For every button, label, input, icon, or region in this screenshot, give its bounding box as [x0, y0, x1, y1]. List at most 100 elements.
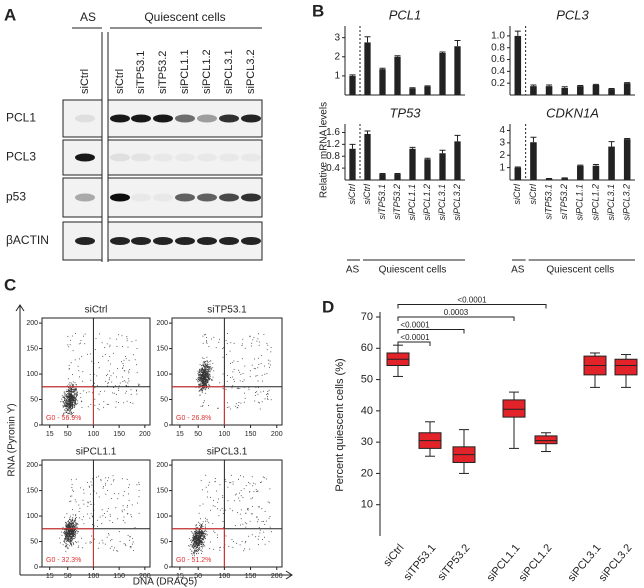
dot: [106, 375, 107, 376]
dot: [113, 481, 114, 482]
bar: [424, 159, 430, 180]
dot: [136, 394, 137, 395]
dot: [87, 502, 88, 503]
dot: [201, 534, 202, 535]
dot: [126, 385, 127, 386]
gate-label: G0 - 51.2%: [176, 557, 211, 564]
dot: [204, 533, 205, 534]
dot: [227, 402, 228, 403]
x-tick-label: 150: [245, 431, 257, 438]
dot: [70, 533, 71, 534]
dot: [109, 346, 110, 347]
dot: [68, 403, 69, 404]
bar: [364, 42, 370, 95]
error-bar: [593, 165, 599, 166]
dot: [70, 516, 71, 517]
dot: [65, 401, 66, 402]
dot: [242, 339, 243, 340]
dot: [73, 526, 74, 527]
dot: [108, 382, 109, 383]
dot: [266, 394, 267, 395]
dot: [74, 404, 75, 405]
dot: [104, 513, 105, 514]
dot: [258, 358, 259, 359]
dot: [202, 375, 203, 376]
x-tick-label: siPCL3.2: [622, 184, 632, 221]
dot: [204, 370, 205, 371]
dot: [60, 542, 61, 543]
dot: [267, 391, 268, 392]
dot: [136, 340, 137, 341]
dot: [76, 389, 77, 390]
dot: [250, 521, 251, 522]
dot: [203, 361, 204, 362]
dot: [90, 501, 91, 502]
dot: [205, 524, 206, 525]
dot: [83, 489, 84, 490]
dot: [65, 525, 66, 526]
dot: [66, 530, 67, 531]
y-tick-label: 20: [361, 467, 373, 479]
dot: [242, 497, 243, 498]
dot: [74, 393, 75, 394]
x-tick-label: 200: [139, 431, 151, 438]
dot: [66, 541, 67, 542]
dot: [64, 542, 65, 543]
dot: [74, 399, 75, 400]
dot: [197, 549, 198, 550]
dot: [66, 536, 67, 537]
dot: [99, 543, 100, 544]
dot: [206, 380, 207, 381]
dot: [198, 371, 199, 372]
dot: [192, 546, 193, 547]
dot: [203, 363, 204, 364]
dot: [123, 402, 124, 403]
dot: [205, 518, 206, 519]
y-tick-label: 1.2: [326, 139, 340, 150]
dot: [73, 385, 74, 386]
lane-gap: [102, 32, 108, 262]
dot: [136, 364, 137, 365]
lane-label: siCtrl: [79, 69, 91, 94]
dot: [80, 487, 81, 488]
dot: [112, 392, 113, 393]
dot: [232, 371, 233, 372]
dot: [209, 482, 210, 483]
dot: [103, 543, 104, 544]
dot: [71, 529, 72, 530]
dot: [94, 405, 95, 406]
dot: [79, 376, 80, 377]
dot: [72, 525, 73, 526]
dot: [213, 377, 214, 378]
dot: [210, 360, 211, 361]
dot: [206, 342, 207, 343]
dot: [122, 510, 123, 511]
dot: [75, 522, 76, 523]
dot: [66, 532, 67, 533]
y-tick-label: 0: [34, 422, 38, 429]
dot: [126, 358, 127, 359]
dot: [207, 534, 208, 535]
dot: [192, 532, 193, 533]
bar: [454, 141, 460, 180]
protein-label: p53: [6, 190, 26, 204]
dot: [64, 539, 65, 540]
dot: [64, 540, 65, 541]
dot: [204, 362, 205, 363]
dot: [201, 390, 202, 391]
dot: [70, 412, 71, 413]
dot: [68, 378, 69, 379]
dot: [71, 395, 72, 396]
dot: [199, 375, 200, 376]
dot: [266, 343, 267, 344]
dot: [70, 531, 71, 532]
dot: [263, 521, 264, 522]
error-bar: [455, 41, 461, 47]
error-bar: [530, 137, 536, 142]
dot: [206, 376, 207, 377]
dot: [199, 541, 200, 542]
dot: [86, 392, 87, 393]
blot-band: [175, 154, 195, 162]
dot: [204, 379, 205, 380]
dot: [200, 536, 201, 537]
